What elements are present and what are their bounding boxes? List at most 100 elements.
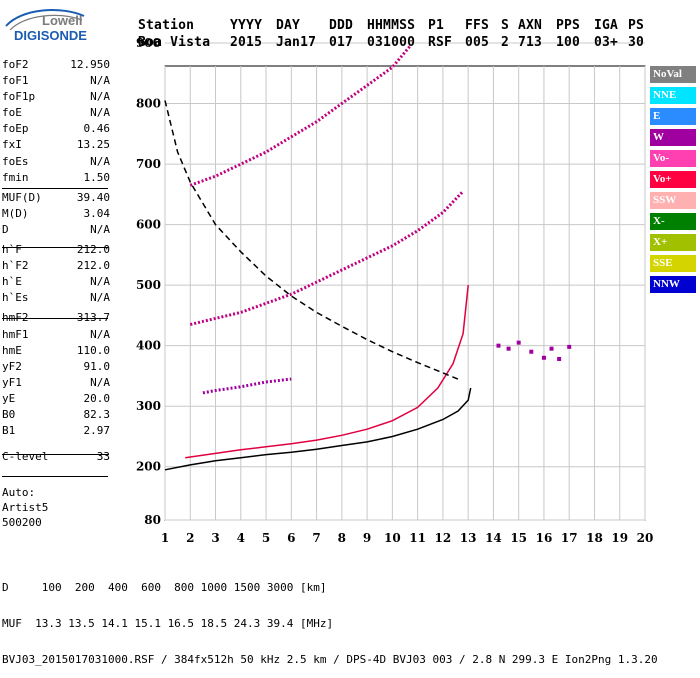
series-line <box>164 100 461 381</box>
param-label: hmE <box>2 343 22 357</box>
footer-distance-row: D 100 200 400 600 800 1000 1500 3000 [km… <box>2 581 327 594</box>
legend-item: SSE <box>650 255 696 272</box>
header-value-station: Boa Vista <box>138 35 211 50</box>
header-label-yyyy: YYYY <box>230 18 263 33</box>
param-label: hmF2 <box>2 311 29 325</box>
header-label-iga: IGA <box>594 18 619 33</box>
digisonde-logo: Lowell DIGISONDE <box>2 4 92 46</box>
header-label-s: S <box>501 18 510 33</box>
series-line <box>189 190 465 326</box>
param-value: N/A <box>90 106 110 120</box>
y-tick-label: 600 <box>136 218 161 232</box>
param-label: foEp <box>2 122 29 136</box>
header-label-hhmmss: HHMMSS <box>367 18 416 33</box>
param-row: foEs N/A <box>2 155 110 171</box>
header-value-pps: 100 <box>556 35 581 50</box>
param-value: N/A <box>90 222 110 236</box>
param-label: yF1 <box>2 375 22 389</box>
legend-item: E <box>650 108 696 125</box>
param-label: hmF1 <box>2 327 29 341</box>
header-value-ffs: 005 <box>465 35 490 50</box>
x-tick-label: 20 <box>637 531 654 545</box>
y-tick-label: 500 <box>136 278 161 292</box>
header-value-ps: 30 <box>628 35 645 50</box>
param-label: h`Es <box>2 291 29 305</box>
x-tick-label: 5 <box>262 531 270 545</box>
header-label-day: DAY <box>276 18 301 33</box>
param-row: h`E N/A <box>2 275 110 291</box>
param-value: N/A <box>90 327 110 341</box>
param-value: 3.04 <box>83 206 111 220</box>
param-row: C-level 33 <box>2 450 110 466</box>
param-value: N/A <box>90 275 110 289</box>
param-label: M(D) <box>2 206 29 220</box>
header-value-iga: 03+ <box>594 35 619 50</box>
legend-item: Vo- <box>650 150 696 167</box>
header-label-pps: PPS <box>556 18 581 33</box>
legend-item: Vo+ <box>650 171 696 188</box>
param-value: 20.0 <box>83 391 111 405</box>
param-row: hmF1 N/A <box>2 328 110 344</box>
param-row: foF1p N/A <box>2 90 110 106</box>
param-label: yE <box>2 391 16 405</box>
param-row: B0 82.3 <box>2 408 110 424</box>
params-divider <box>2 247 108 248</box>
param-label: foF1p <box>2 90 36 104</box>
param-row: foF1 N/A <box>2 74 110 90</box>
header-value-ddd: 017 <box>329 35 354 50</box>
legend-item: NoVal <box>650 66 696 83</box>
params-divider <box>2 188 108 189</box>
logo-text-lowell: Lowell <box>42 13 83 28</box>
footer-muf-row: MUF 13.3 13.5 14.1 15.1 16.5 18.5 24.3 3… <box>2 617 334 630</box>
param-value: 39.40 <box>76 190 110 204</box>
param-row: hmE 110.0 <box>2 344 110 360</box>
x-tick-label: 19 <box>611 531 628 545</box>
param-row: yF2 91.0 <box>2 360 110 376</box>
x-tick-label: 6 <box>287 531 295 545</box>
param-value: 110.0 <box>76 343 110 357</box>
param-label: B0 <box>2 407 16 421</box>
y-tick-label: 900 <box>136 36 161 50</box>
footer-info: D 100 200 400 600 800 1000 1500 3000 [km… <box>2 558 658 678</box>
param-row: h`F2 212.0 <box>2 259 110 275</box>
series-line <box>185 285 469 459</box>
footer-file-info: BVJ03_2015017031000.RSF / 384fx512h 50 k… <box>2 653 658 666</box>
header-label-axn: AXN <box>518 18 543 33</box>
param-row: h`Es N/A <box>2 291 110 307</box>
series-point <box>549 346 554 351</box>
header-value-day: Jan17 <box>276 35 317 50</box>
param-value: 12.950 <box>70 58 110 71</box>
header-value-axn: 713 <box>518 35 543 50</box>
param-row: foEp 0.46 <box>2 122 110 138</box>
series-line <box>202 377 292 395</box>
header-label-ps: PS <box>628 18 645 33</box>
header-label-ddd: DDD <box>329 18 354 33</box>
x-tick-label: 18 <box>586 531 603 545</box>
param-value: 0.46 <box>83 122 111 136</box>
series-line <box>189 45 412 187</box>
param-label: foF2 <box>2 58 29 71</box>
y-tick-label: 80 <box>144 513 161 527</box>
x-tick-label: 10 <box>384 531 401 545</box>
param-label: h`F <box>2 243 22 257</box>
param-row: MUF(D) 39.40 <box>2 191 110 207</box>
series-point <box>516 340 521 345</box>
ionospheric-parameters-panel: foF2 12.950 foF1 N/A foF1p N/A foE N/A foEp 0.46 f… <box>2 58 110 466</box>
param-value: 13.25 <box>76 138 110 152</box>
legend-item: NNE <box>650 87 696 104</box>
x-tick-label: 2 <box>186 531 194 545</box>
x-tick-label: 16 <box>536 531 553 545</box>
y-tick-label: 300 <box>136 399 161 413</box>
param-label: h`E <box>2 275 22 289</box>
param-value: N/A <box>90 375 110 389</box>
param-row: yF1 N/A <box>2 376 110 392</box>
logo-text-digisonde: DIGISONDE <box>14 28 87 43</box>
legend-item: X+ <box>650 234 696 251</box>
param-row: foF2 12.950 <box>2 58 110 74</box>
param-label: B1 <box>2 424 16 438</box>
logo-swoosh-icon <box>5 9 85 31</box>
param-value: 91.0 <box>83 359 111 373</box>
param-value: 212.0 <box>76 259 110 273</box>
param-row: fxI 13.25 <box>2 138 110 154</box>
x-tick-label: 9 <box>363 531 371 545</box>
